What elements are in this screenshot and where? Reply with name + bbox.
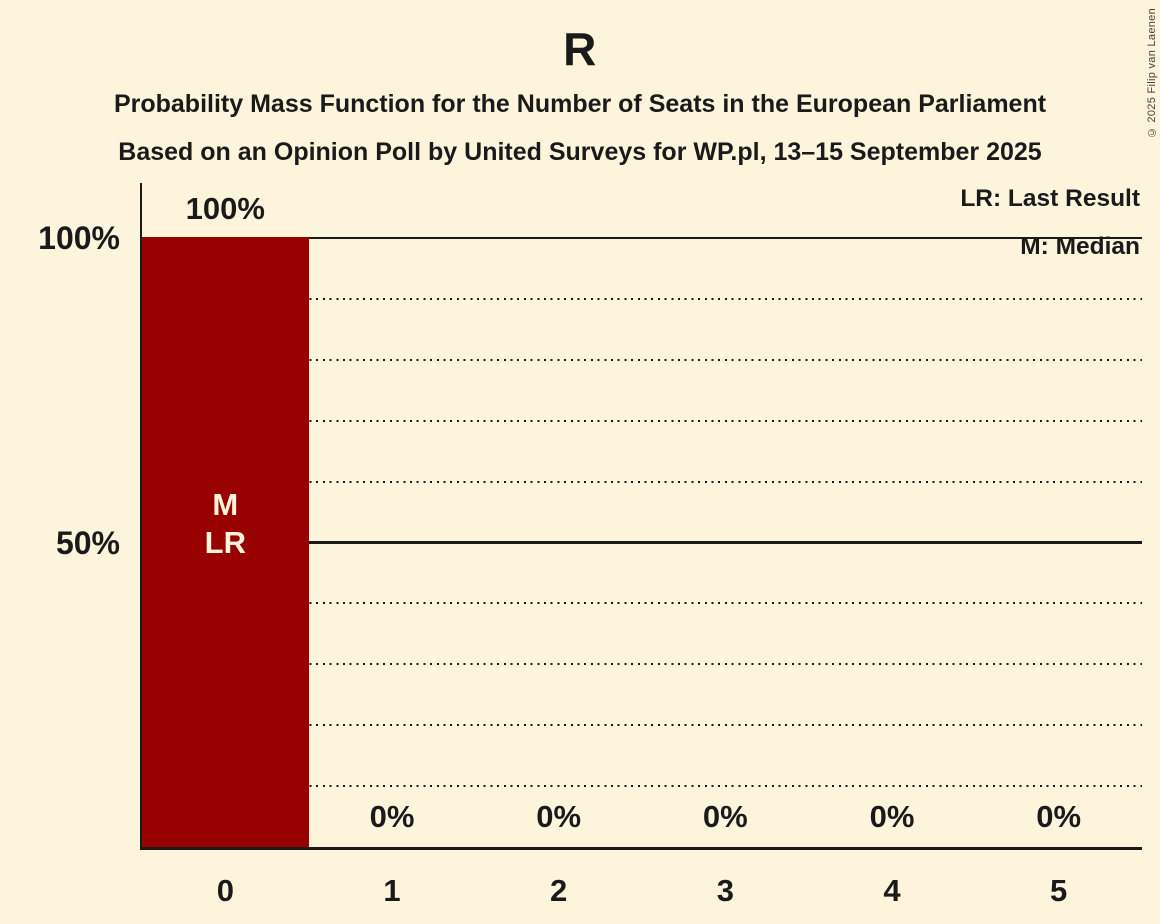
- gridline-90pct: [142, 297, 1142, 300]
- gridline-10pct: [142, 785, 1142, 788]
- x-tick-label-5: 5: [1050, 873, 1068, 908]
- y-tick-label-100: 100%: [38, 220, 120, 256]
- gridline-50pct: [142, 541, 1142, 544]
- bar-value-label-3: 0%: [702, 799, 748, 834]
- gridline-30pct: [142, 663, 1142, 666]
- gridline-60pct: [142, 480, 1142, 483]
- gridline-20pct: [142, 724, 1142, 727]
- gridline-100pct: [142, 236, 1142, 240]
- bar-value-label-1: 0%: [369, 799, 415, 834]
- chart-subtitle-line1: Probability Mass Function for the Number…: [113, 90, 1047, 118]
- bar-value-label-4: 0%: [869, 799, 915, 834]
- bar-value-label-5: 0%: [1036, 799, 1082, 834]
- chart-subtitle-line2: Based on an Opinion Poll by United Surve…: [118, 138, 1042, 166]
- gridline-40pct: [142, 602, 1142, 605]
- x-tick-label-3: 3: [716, 873, 734, 908]
- x-tick-label-4: 4: [883, 873, 901, 908]
- x-tick-label-0: 0: [216, 873, 234, 908]
- plot-area: M LR 100% 0 0% 1 0% 2 0% 3 0% 4 0% 5: [140, 183, 1142, 908]
- bar-value-label-2: 0%: [536, 799, 582, 834]
- x-tick-label-1: 1: [383, 873, 401, 908]
- x-tick-label-2: 2: [550, 873, 568, 908]
- legend-last-result: LR: Last Result: [960, 185, 1140, 212]
- bar-annotation-0: M LR: [204, 486, 246, 560]
- bar-value-label-0: 100%: [185, 191, 265, 226]
- chart-title: R: [563, 23, 597, 75]
- gridline-70pct: [142, 419, 1142, 422]
- gridline-80pct: [142, 358, 1142, 361]
- y-tick-label-50: 50%: [55, 524, 120, 561]
- bar-0: M LR: [142, 236, 309, 847]
